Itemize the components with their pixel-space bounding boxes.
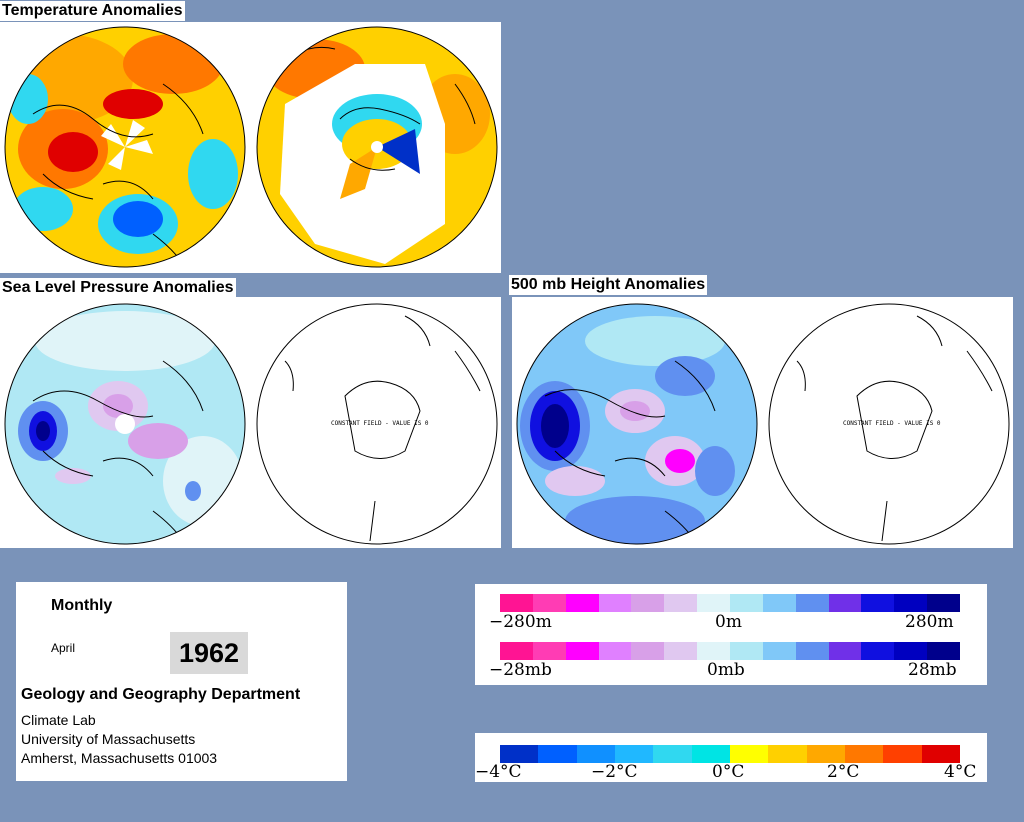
height-scale-swatch xyxy=(861,594,895,612)
temperature-scale-swatch xyxy=(883,745,922,763)
height-northern-map xyxy=(515,301,759,547)
height-constant-label: CONSTANT FIELD - VALUE IS 0 xyxy=(843,420,941,427)
height-scale-swatch xyxy=(762,594,796,612)
height-southern-map: CONSTANT FIELD - VALUE IS 0 xyxy=(767,301,1011,547)
info-box: Monthly April 1962 Geology and Geography… xyxy=(16,582,347,781)
info-line: Climate Lab xyxy=(21,712,96,728)
height-legend-right: 280m xyxy=(905,612,954,632)
temperature-scale-box: −4°C −2°C 0°C 2°C 4°C xyxy=(475,733,987,782)
pressure-scale-swatch xyxy=(565,642,599,660)
pressure-scale-swatch xyxy=(664,642,698,660)
height-scale-swatch xyxy=(500,594,533,612)
temperature-scale-swatch xyxy=(844,745,884,763)
height-scale-swatch xyxy=(631,594,665,612)
temperature-legend-label: 0°C xyxy=(712,762,745,782)
temperature-northern-map xyxy=(3,24,247,270)
temperature-title: Temperature Anomalies xyxy=(0,1,185,21)
year-label: 1962 xyxy=(170,632,248,674)
temperature-scale-swatch xyxy=(691,745,730,763)
info-line: University of Massachusetts xyxy=(21,731,196,747)
height-scale-swatch xyxy=(927,594,961,612)
pressure-scale-swatch xyxy=(828,642,862,660)
pressure-legend-left: −28mb xyxy=(489,660,552,680)
info-line: Amherst, Massachusetts 01003 xyxy=(21,750,218,766)
height-scale-swatch xyxy=(828,594,862,612)
height-scale-swatch xyxy=(894,594,928,612)
temperature-scale-swatch xyxy=(768,745,807,763)
temperature-southern-map xyxy=(255,24,499,270)
temperature-color-bar xyxy=(500,745,960,763)
pressure-legend-right: 28mb xyxy=(908,660,957,680)
slp-southern-map: CONSTANT FIELD - VALUE IS 0 xyxy=(255,301,499,547)
temperature-scale-swatch xyxy=(614,745,654,763)
pressure-scale-swatch xyxy=(861,642,895,660)
pressure-scale-swatch xyxy=(795,642,829,660)
height-legend-left: −280m xyxy=(489,612,552,632)
temperature-legend-label: 4°C xyxy=(944,762,977,782)
height-scale-swatch xyxy=(697,594,731,612)
slp-constant-label: CONSTANT FIELD - VALUE IS 0 xyxy=(331,420,429,427)
pressure-scale-swatch xyxy=(762,642,796,660)
temperature-scale-swatch xyxy=(500,745,539,763)
height-scale-swatch xyxy=(664,594,698,612)
height-title: 500 mb Height Anomalies xyxy=(509,275,708,295)
temperature-scale-swatch xyxy=(806,745,845,763)
anomaly-scale-box: −280m 0m 280m −28mb 0mb 28mb xyxy=(475,584,987,685)
temperature-scale-swatch xyxy=(576,745,615,763)
pressure-color-bar xyxy=(500,642,961,660)
temperature-scale-swatch xyxy=(538,745,577,763)
height-scale-swatch xyxy=(795,594,829,612)
pressure-scale-swatch xyxy=(532,642,566,660)
month-label: April xyxy=(51,641,76,655)
pressure-scale-swatch xyxy=(598,642,632,660)
pressure-scale-swatch xyxy=(927,642,961,660)
period-label: Monthly xyxy=(51,597,113,614)
temperature-legend-label: 2°C xyxy=(827,762,860,782)
height-scale-swatch xyxy=(598,594,632,612)
pressure-scale-swatch xyxy=(631,642,665,660)
height-color-bar xyxy=(500,594,961,612)
slp-northern-map xyxy=(3,301,247,547)
temperature-scale-swatch xyxy=(653,745,692,763)
pressure-scale-swatch xyxy=(730,642,763,660)
pressure-legend-mid: 0mb xyxy=(707,660,745,680)
department-label: Geology and Geography Department xyxy=(21,686,301,703)
temperature-scale-swatch xyxy=(729,745,769,763)
height-scale-swatch xyxy=(565,594,599,612)
temperature-legend-label: −4°C xyxy=(475,762,522,782)
temperature-legend-label: −2°C xyxy=(591,762,638,782)
height-scale-swatch xyxy=(532,594,566,612)
slp-title: Sea Level Pressure Anomalies xyxy=(0,278,236,298)
pressure-scale-swatch xyxy=(894,642,928,660)
temperature-scale-swatch xyxy=(921,745,960,763)
pressure-scale-swatch xyxy=(697,642,731,660)
height-legend-mid: 0m xyxy=(715,612,742,632)
height-scale-swatch xyxy=(730,594,763,612)
pressure-scale-swatch xyxy=(500,642,533,660)
